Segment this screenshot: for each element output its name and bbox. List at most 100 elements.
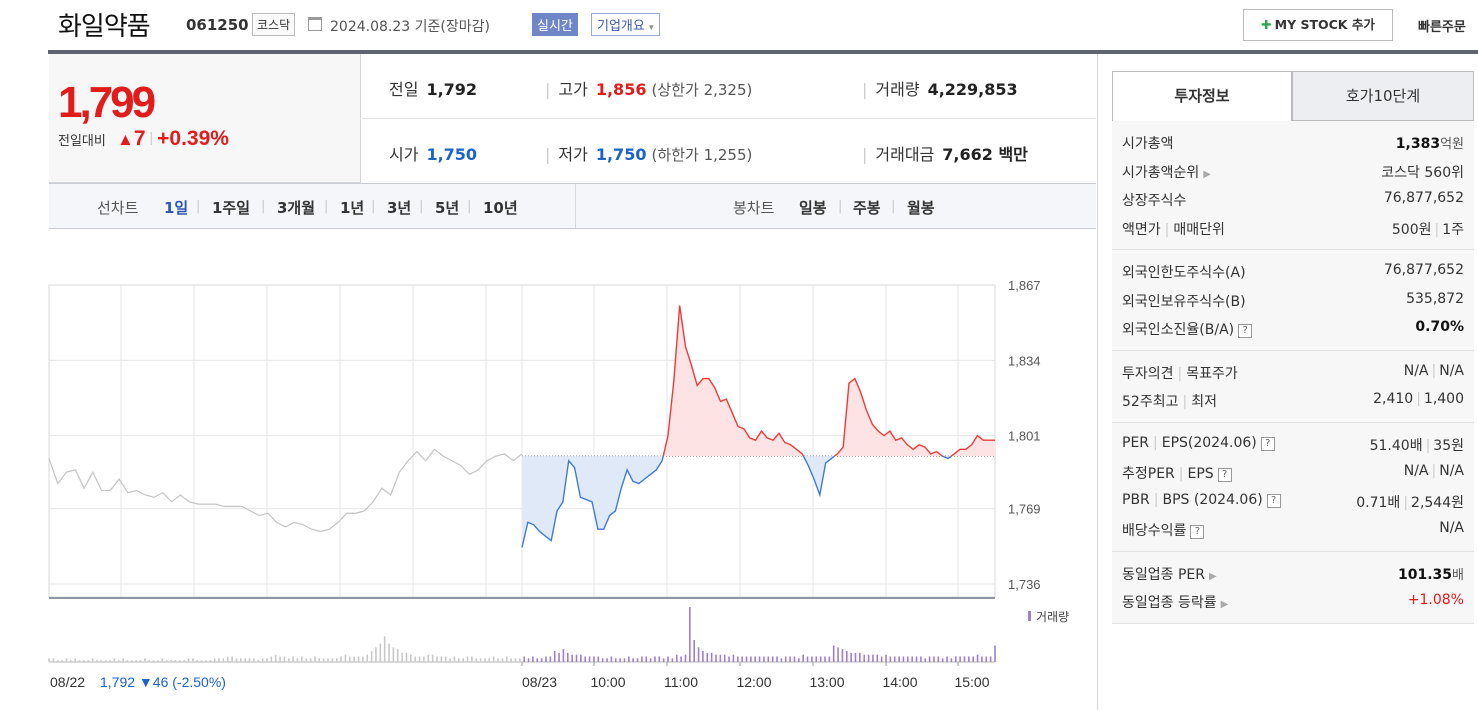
tab-3y[interactable]: 3년 [387, 199, 412, 217]
info-key: 액면가 [1122, 221, 1161, 238]
help-icon[interactable]: ? [1260, 436, 1275, 451]
info-row: 52주최고 | 최저 2,410 | 1,400 [1122, 385, 1464, 414]
info-label[interactable]: 추정PER | EPS? [1122, 463, 1232, 483]
tab-1d[interactable]: 1일 [164, 199, 189, 217]
info-key: PBR [1122, 491, 1150, 508]
info-key-secondary: 목표주가 [1186, 365, 1238, 382]
info-label[interactable]: 시가총액순위 ▶ [1122, 162, 1211, 182]
info-key: 배당수익률 [1122, 523, 1187, 539]
low-stat: | 저가 1,750 (하한가 1,255) [545, 145, 753, 164]
info-key-secondary: 매매단위 [1173, 221, 1225, 238]
prev-day-price-line [48, 448, 523, 533]
chevron-right-icon[interactable]: ▶ [1209, 570, 1217, 582]
chevron-right-icon[interactable]: ▶ [1220, 599, 1229, 610]
chevron-right-icon[interactable]: ▶ [1203, 168, 1211, 180]
info-label[interactable]: PER | EPS(2024.06)? [1122, 435, 1275, 451]
open-stat: 시가 1,750 [389, 141, 477, 165]
info-value-main: 535,872 [1406, 290, 1464, 307]
info-value: 0.70% [1415, 319, 1464, 335]
info-label: 투자의견 | 목표주가 [1122, 363, 1238, 383]
quick-order-link[interactable]: 빠른주문 [1418, 20, 1466, 35]
open-value: 1,750 [426, 145, 478, 164]
header-divider [48, 50, 1478, 54]
tab-1w[interactable]: 1주일 [212, 199, 251, 217]
compare-label: 전일대비 [58, 134, 106, 149]
help-icon[interactable]: ? [1266, 493, 1281, 508]
tab-1y[interactable]: 1년 [340, 199, 365, 217]
info-key-secondary: BPS (2024.06) [1162, 491, 1263, 508]
info-label[interactable]: 배당수익률? [1122, 520, 1205, 540]
up-area-fill [834, 378, 943, 457]
info-value-main: +1.08% [1407, 592, 1464, 608]
investment-info-panel: 투자정보 호가10단계 시가총액 1,383억원 시가총액순위 ▶ 코스닥 560위 상장… [1112, 71, 1474, 624]
price-line-up [833, 377, 943, 457]
info-group: 투자의견 | 목표주가 N/A | N/A 52주최고 | 최저 2,410 | 1,400 [1112, 351, 1474, 423]
info-value-secondary: 35원 [1433, 437, 1464, 454]
info-value-main: 51.40배 [1369, 437, 1423, 454]
chart-period-tabs: 선차트 1일 | 1주일 | 3개월 | 1년 | 3년 | 5년 | 10년 … [49, 183, 1096, 229]
high-value: 1,856 [595, 80, 647, 99]
info-value: 101.35배 [1398, 564, 1464, 583]
company-overview-dropdown[interactable]: 기업개요 ▾ [591, 13, 660, 36]
lower-limit: (하한가 1,255) [651, 146, 753, 164]
help-icon[interactable]: ? [1217, 468, 1232, 482]
info-row: 외국인한도주식수(A) 76,877,652 [1122, 256, 1464, 285]
help-icon[interactable]: ? [1190, 525, 1205, 539]
info-key: 시가총액순위 [1122, 164, 1200, 181]
info-row: 배당수익률? N/A [1122, 514, 1464, 543]
info-value-secondary: N/A [1439, 463, 1464, 479]
info-value-main: 76,877,652 [1383, 262, 1464, 278]
y-tick-label: 1,834 [1008, 353, 1041, 368]
info-row: 투자의견 | 목표주가 N/A | N/A [1122, 357, 1464, 386]
info-key: 상장주식수 [1122, 193, 1187, 209]
y-tick-label: 1,736 [1008, 577, 1041, 592]
market-badge: 코스닥 [252, 13, 296, 36]
tab-3m[interactable]: 3개월 [277, 199, 316, 217]
info-key: 52주최고 [1122, 394, 1179, 410]
candle-chart-label: 봉차트 [733, 199, 775, 217]
add-mystock-button[interactable]: ✚ MY STOCK 추가 [1243, 9, 1393, 41]
high-stat: | 고가 1,856 (상한가 2,325) [545, 80, 753, 99]
info-value-main: 1,383 [1395, 136, 1441, 152]
info-label[interactable]: 외국인소진율(B/A)? [1122, 319, 1253, 339]
help-icon[interactable]: ? [1238, 324, 1253, 338]
intraday-price-chart[interactable]: 1,867 1,834 1,801 1,769 1,736 거래량 08/23 10:00 11… [0, 229, 1096, 710]
separator: | [1164, 221, 1170, 238]
info-label[interactable]: 동일업종 PER ▶ [1122, 564, 1217, 584]
info-key: 동일업종 PER [1122, 566, 1205, 583]
info-group: 시가총액 1,383억원 시가총액순위 ▶ 코스닥 560위 상장주식수 76,877,65… [1112, 121, 1474, 250]
prev-day-date: 08/22 [50, 674, 85, 690]
up-area-fill [663, 305, 804, 457]
side-tabs: 투자정보 호가10단계 [1112, 71, 1474, 121]
amount-value: 7,662 백만 [942, 145, 1028, 164]
tab-orderbook-10[interactable]: 호가10단계 [1292, 71, 1474, 121]
info-row: 동일업종 PER ▶ 101.35배 [1122, 558, 1464, 587]
amount-label: 거래대금 [875, 145, 935, 164]
separator: | [1177, 365, 1183, 382]
y-tick-label: 1,769 [1008, 502, 1041, 517]
info-label: 상장주식수 [1122, 190, 1186, 210]
info-value: 76,877,652 [1384, 190, 1464, 206]
tab-monthly[interactable]: 월봉 [907, 199, 935, 217]
info-key: 외국인보유주식수(B) [1122, 293, 1246, 310]
tab-daily[interactable]: 일봉 [799, 199, 827, 217]
price-line-down [521, 456, 664, 548]
realtime-button[interactable]: 실시간 [532, 13, 578, 36]
x-tick-label: 14:00 [882, 674, 917, 690]
info-value-main: 0.71배 [1356, 494, 1401, 511]
info-group: PER | EPS(2024.06)? 51.40배 | 35원 추정PER | EPS? N/A… [1112, 423, 1474, 552]
separator: | [1431, 362, 1437, 379]
investment-info-body: 시가총액 1,383억원 시가총액순위 ▶ 코스닥 560위 상장주식수 76,877,65… [1112, 121, 1474, 624]
tab-5y[interactable]: 5년 [435, 199, 460, 217]
stats-divider [362, 118, 1096, 119]
info-value-main: N/A [1403, 463, 1429, 479]
price-change: ▲7 | +0.39% [117, 127, 229, 150]
tab-10y[interactable]: 10년 [483, 199, 518, 217]
low-label: 저가 [558, 145, 588, 164]
info-label[interactable]: PBR | BPS (2024.06)? [1122, 492, 1281, 508]
tab-weekly[interactable]: 주봉 [853, 199, 881, 217]
tab-investment-info[interactable]: 투자정보 [1112, 71, 1292, 121]
info-label[interactable]: 동일업종 등락률 ▶ [1122, 592, 1228, 612]
info-value: 코스닥 560위 [1381, 162, 1464, 182]
